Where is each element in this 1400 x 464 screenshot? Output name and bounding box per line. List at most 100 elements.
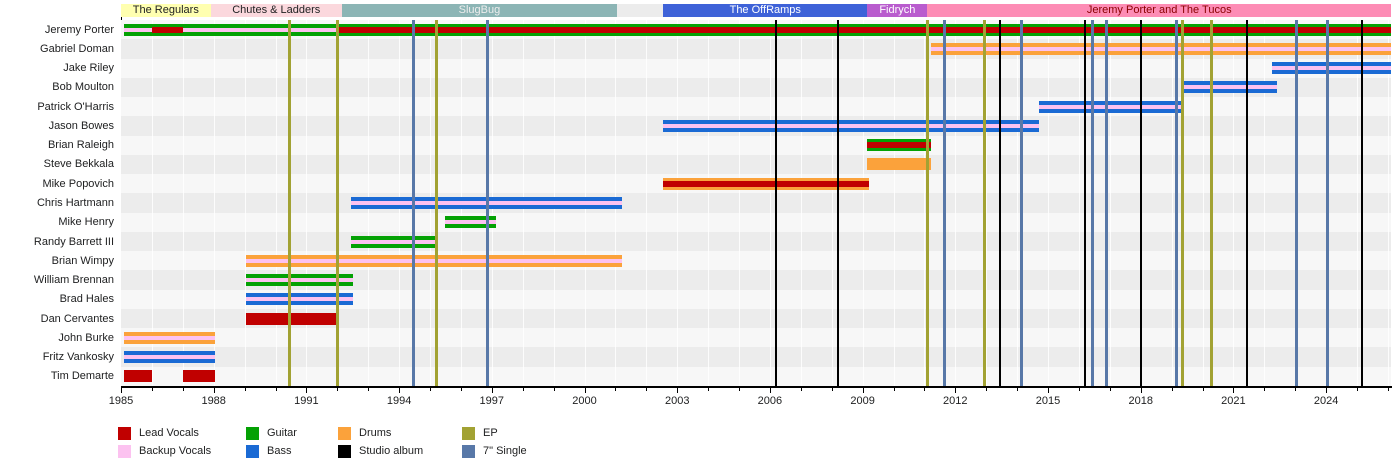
release-line-single [1174,20,1178,386]
year-gridline [1109,20,1111,386]
legend-label: EP [483,427,498,439]
era-segment: The OffRamps [663,4,868,17]
legend-swatch-drums [338,427,351,440]
row-stripe [121,97,1391,117]
axis-tick [584,387,586,393]
member-name: Jake Riley [63,62,114,75]
axis-tick [862,387,864,393]
year-gridline [1202,20,1204,386]
member-name: Tim Demarte [50,370,114,383]
year-gridline [1357,20,1358,386]
row-stripe [121,58,1391,78]
release-line-single [485,20,489,386]
member-tenure-bar [246,254,622,267]
member-labels: Jeremy Porter Gabriel Doman Jake Riley Bob … [0,20,121,386]
secondary-role-line [124,335,216,340]
member-name: Patrick O'Harris [37,100,114,113]
era-label: Chutes & Ladders [232,4,321,16]
member-tenure-bar [124,23,1391,36]
member-tenure-bar [445,216,497,229]
row-stripe [121,347,1391,367]
axis-tick [368,387,370,391]
secondary-role-line [1272,66,1391,71]
member-tenure-bar [124,351,216,364]
member-name: Jason Bowes [48,119,114,132]
release-line-single [942,20,946,386]
year-gridline [924,20,926,386]
secondary-role-line [663,123,1039,128]
member-name: Brian Wimpy [51,254,114,267]
legend-swatch-album [338,445,351,458]
axis-tick-label: 2003 [664,395,690,407]
row-stripe [121,212,1391,232]
year-gridline [1171,20,1173,386]
x-axis-line [120,386,1392,388]
row-stripe [121,308,1391,329]
year-gridline [739,20,740,386]
axis-tick [491,387,493,393]
release-line-single [411,20,415,386]
legend-swatch-guitar [246,427,259,440]
member-tenure-bar [1038,100,1184,113]
member-name: John Burke [58,331,114,344]
member-name: Randy Barrett III [33,235,114,248]
axis-tick [1326,387,1328,393]
release-line-ep [434,20,438,386]
year-gridline [862,20,864,386]
axis-tick [1140,387,1142,393]
axis-tick [924,387,926,391]
year-gridline [955,20,957,386]
release-line-ep [287,20,291,386]
plot-area [121,20,1391,386]
member-name: Bob Moulton [52,81,114,94]
axis-tick-label: 2006 [757,395,783,407]
secondary-role-line [930,46,1391,51]
axis-tick [831,387,833,391]
year-gridline [1264,20,1266,386]
axis-tick [739,387,740,391]
secondary-role-line [124,355,216,360]
secondary-role-line [663,180,869,187]
year-gridline [646,20,648,386]
legend-label: Backup Vocals [139,445,212,457]
legend-label: Drums [359,427,392,439]
release-line-album [1246,20,1249,386]
member-tenure-bar [663,177,869,190]
axis-tick [182,387,184,391]
release-line-album [1084,20,1087,386]
secondary-role-line [1038,104,1184,109]
era-label: Jeremy Porter and The Tucos [1086,4,1232,16]
secondary-role-line [246,297,353,302]
member-tenure-bar [246,274,353,287]
axis-tick-label: 2012 [943,395,968,407]
release-line-album [1360,20,1363,386]
axis-tick [337,387,339,391]
axis-tick [1109,387,1111,391]
axis-tick [1357,387,1358,391]
legend-label: Studio album [359,445,424,457]
axis-tick [306,387,308,393]
release-line-ep [1180,20,1184,386]
member-name: Chris Hartmann [36,197,114,209]
release-line-single [1105,20,1109,386]
year-gridline [1078,20,1080,386]
member-tenure-bar [124,331,216,344]
member-name: Steve Bekkala [43,158,114,171]
axis-tick [1017,387,1019,391]
row-stripe [121,77,1391,98]
secondary-role-line [246,258,622,263]
secondary-role-line [338,26,1391,33]
member-name: Fritz Vankosky [42,351,114,364]
era-label: The OffRamps [729,4,801,16]
axis-tick [430,387,431,391]
legend-swatch-backup_vocals [118,445,131,458]
axis-tick [1078,387,1080,391]
year-gridline [1048,20,1049,386]
member-name: Gabriel Doman [40,42,114,55]
axis-tick [1048,387,1049,393]
row-stripe [121,231,1391,252]
release-line-ep [983,20,987,386]
era-label: Fidrych [879,4,916,16]
secondary-role-line [1180,85,1277,90]
